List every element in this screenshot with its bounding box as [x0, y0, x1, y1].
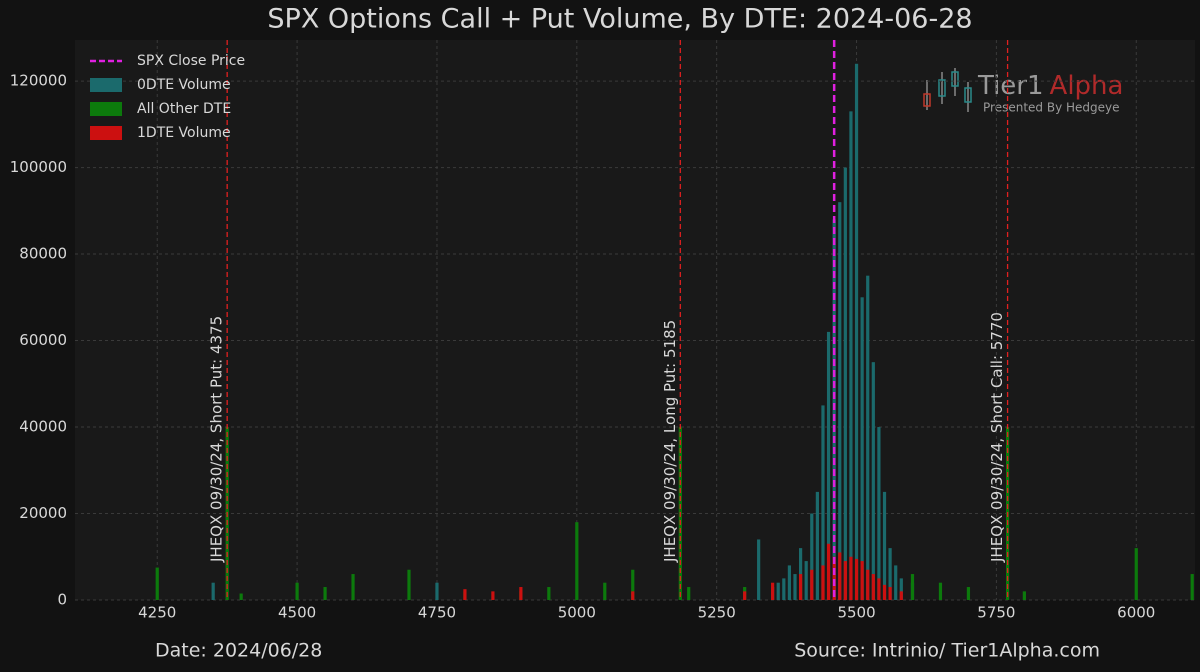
- bar: [815, 491, 819, 600]
- x-tick-label: 4750: [418, 604, 456, 622]
- y-tick-label: 20000: [19, 504, 67, 522]
- bar: [776, 582, 780, 600]
- bar: [810, 513, 814, 600]
- bar: [575, 522, 579, 600]
- bar: [1190, 574, 1194, 600]
- y-tick-label: 60000: [19, 331, 67, 349]
- y-tick-label: 80000: [19, 245, 67, 263]
- bar: [866, 275, 870, 600]
- bar: [631, 591, 635, 600]
- bar: [854, 63, 859, 600]
- bar: [821, 405, 825, 600]
- logo-text: Tier1 Alpha: [977, 71, 1123, 101]
- bar: [211, 582, 215, 600]
- bar: [810, 569, 814, 600]
- legend-label: SPX Close Price: [137, 53, 245, 69]
- bar: [463, 589, 467, 600]
- x-tick-label: 4250: [138, 604, 176, 622]
- bar: [832, 556, 836, 600]
- bar: [547, 587, 551, 600]
- bar: [826, 331, 831, 600]
- bar: [323, 587, 327, 600]
- bar: [871, 574, 875, 600]
- bar: [849, 556, 853, 600]
- bar: [838, 202, 842, 600]
- footer-date: Date: 2024/06/28: [155, 640, 322, 662]
- legend-label: 0DTE Volume: [137, 77, 231, 93]
- x-tick-label: 5000: [558, 604, 596, 622]
- bar: [843, 167, 847, 600]
- x-tick-label: 5250: [698, 604, 736, 622]
- bar: [239, 593, 243, 600]
- bar: [631, 569, 635, 600]
- logo-tagline: Presented By Hedgeye: [983, 101, 1120, 115]
- annotation-label: JHEQX 09/30/24, Short Put: 4375: [208, 316, 226, 563]
- bar: [798, 574, 803, 600]
- bar: [821, 565, 825, 600]
- bar: [938, 582, 943, 600]
- x-tick-label: 5750: [977, 604, 1015, 622]
- legend-swatch: [90, 102, 122, 116]
- plot-area: [75, 40, 1195, 600]
- bar: [435, 582, 439, 600]
- bar: [787, 565, 792, 600]
- x-tick-label: 6000: [1117, 604, 1155, 622]
- bar: [882, 584, 887, 600]
- bar: [1134, 548, 1138, 600]
- y-tick-label: 0: [57, 591, 67, 609]
- bar: [757, 539, 761, 600]
- bar: [843, 561, 847, 600]
- bar: [888, 587, 892, 600]
- bar: [894, 565, 898, 600]
- y-tick-label: 100000: [10, 158, 67, 176]
- bar: [407, 569, 411, 600]
- x-tick-label: 4500: [278, 604, 316, 622]
- bar: [295, 582, 299, 600]
- bar: [877, 578, 881, 600]
- bar: [966, 587, 971, 600]
- bar: [860, 561, 864, 600]
- bar: [743, 591, 747, 600]
- bar: [155, 567, 159, 600]
- y-tick-label: 120000: [10, 72, 67, 90]
- legend-label: 1DTE Volume: [137, 125, 231, 141]
- footer-source: Source: Intrinio/ Tier1Alpha.com: [794, 640, 1100, 662]
- bar: [888, 548, 892, 600]
- bar: [910, 574, 915, 600]
- x-tick-label: 5500: [837, 604, 875, 622]
- bar: [866, 569, 870, 600]
- bar: [877, 427, 881, 600]
- annotation-label: JHEQX 09/30/24, Long Put: 5185: [661, 320, 679, 563]
- bar: [899, 578, 903, 600]
- bar: [771, 582, 775, 600]
- annotation-label: JHEQX 09/30/24, Short Call: 5770: [988, 312, 1006, 563]
- chart-title: SPX Options Call + Put Volume, By DTE: 2…: [267, 4, 972, 35]
- logo-accent: Alpha: [1050, 71, 1124, 101]
- bar: [849, 111, 853, 600]
- bar: [871, 362, 875, 600]
- bar: [854, 558, 859, 600]
- bar: [882, 491, 887, 600]
- logo-name: Tier1: [977, 71, 1044, 101]
- bar: [899, 591, 903, 600]
- bar: [519, 587, 523, 600]
- bar: [804, 561, 808, 600]
- legend-swatch: [90, 126, 122, 140]
- bar: [826, 543, 831, 600]
- legend-label: All Other DTE: [137, 101, 231, 117]
- bar: [1022, 591, 1026, 600]
- bar: [860, 297, 864, 600]
- y-tick-label: 40000: [19, 418, 67, 436]
- bar: [793, 574, 797, 600]
- bar: [491, 591, 495, 600]
- logo-icon: [923, 68, 972, 112]
- bar: [782, 578, 786, 600]
- bar: [603, 582, 607, 600]
- legend-swatch: [90, 78, 122, 92]
- bar: [351, 574, 355, 600]
- bar: [838, 552, 842, 600]
- bar: [687, 587, 691, 600]
